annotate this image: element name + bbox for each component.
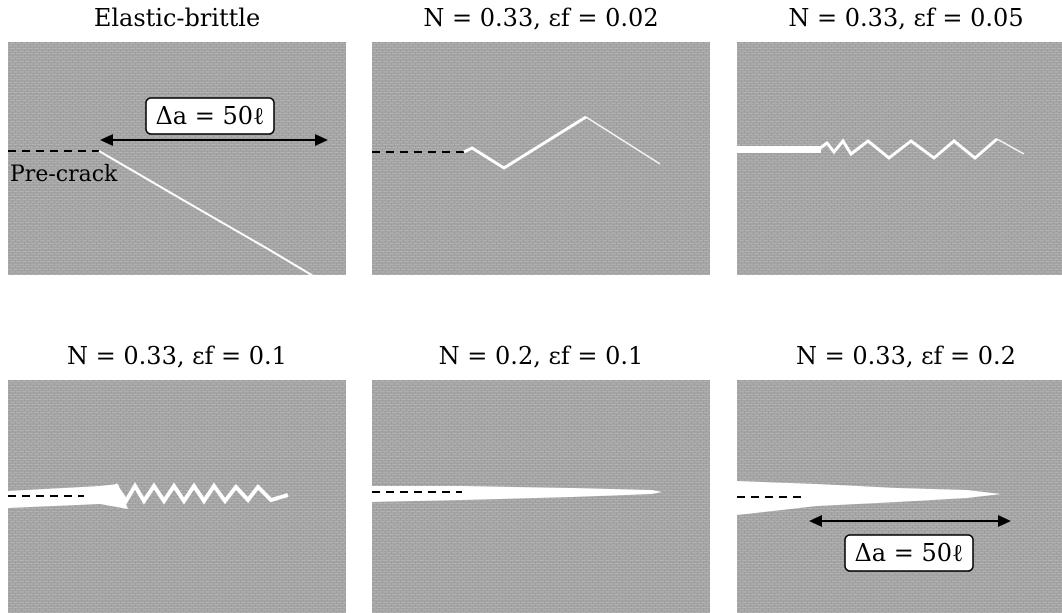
delta-a-label: Δa = 50ℓ xyxy=(155,102,264,130)
delta-a-box xyxy=(844,534,974,572)
panel-n033-ef002: N = 0.33, εf = 0.02 xyxy=(372,4,710,275)
crack-path xyxy=(818,137,998,160)
opened-crack xyxy=(737,481,1001,515)
crack-path xyxy=(98,150,314,275)
lattice-plot xyxy=(372,42,710,275)
panel-n033-ef02: N = 0.33, εf = 0.2 Δa = 50ℓ xyxy=(737,342,1062,613)
panel-title: Elastic-brittle xyxy=(93,4,261,32)
pre-crack-label: Pre-crack xyxy=(10,162,118,187)
delta-a-label: Δa = 50ℓ xyxy=(854,539,963,567)
lattice-plot xyxy=(8,380,346,613)
crack-path xyxy=(463,115,587,170)
panel-title: N = 0.33, εf = 0.05 xyxy=(788,4,1024,32)
panel-n033-ef005: N = 0.33, εf = 0.05 xyxy=(737,4,1062,275)
arrow-head-right xyxy=(315,134,328,146)
crack-tip xyxy=(585,116,661,165)
opened-crack xyxy=(372,486,662,502)
opened-crack xyxy=(737,146,821,153)
arrow-head-left xyxy=(809,515,822,527)
delta-a-box xyxy=(145,97,275,135)
crack-path xyxy=(99,482,289,505)
panel-n033-ef01: N = 0.33, εf = 0.1 xyxy=(8,342,346,613)
panel-title: N = 0.33, εf = 0.2 xyxy=(796,342,1016,370)
lattice-plot: Δa = 50ℓ Pre-crack xyxy=(8,42,346,275)
lattice-plot xyxy=(372,380,710,613)
lattice-background xyxy=(372,42,710,275)
panel-elastic-brittle: Elastic-brittle Δa = 50ℓ Pre-crack xyxy=(8,4,346,275)
panel-n02-ef01: N = 0.2, εf = 0.1 xyxy=(372,342,710,613)
panel-title: N = 0.2, εf = 0.1 xyxy=(438,342,644,370)
lattice-background xyxy=(737,42,1062,275)
crack-tip xyxy=(996,138,1025,155)
lattice-background xyxy=(8,42,346,275)
panel-title: N = 0.33, εf = 0.1 xyxy=(67,342,287,370)
lattice-plot: Δa = 50ℓ xyxy=(737,380,1062,613)
arrow-head-right xyxy=(998,515,1011,527)
panel-title: N = 0.33, εf = 0.02 xyxy=(423,4,659,32)
lattice-plot xyxy=(737,42,1062,275)
arrow-head-left xyxy=(100,134,113,146)
